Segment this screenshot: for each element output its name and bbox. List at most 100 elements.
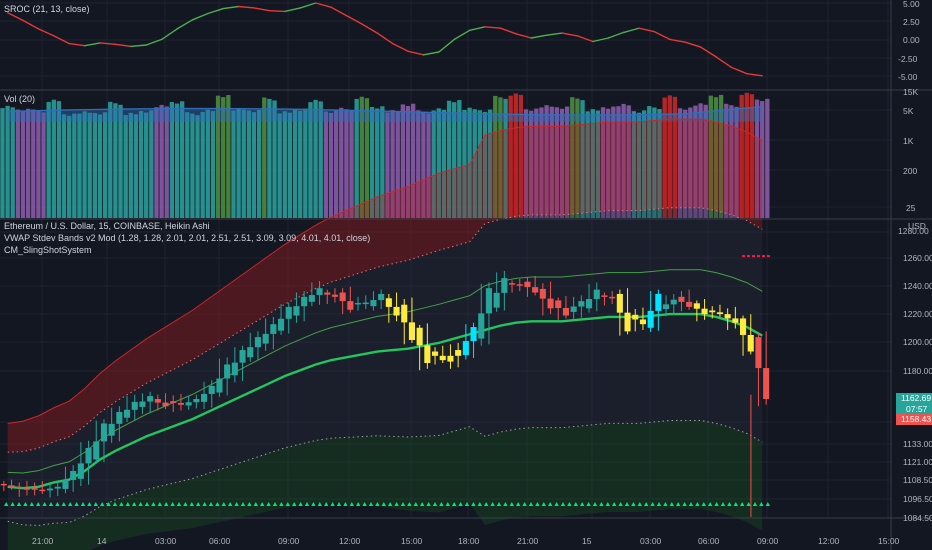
volume-bar [226,94,231,218]
sroc-pane[interactable] [6,2,763,77]
volume-bar [82,111,87,218]
sroc-line-segment [68,42,86,47]
volume-bar [477,110,483,218]
slingshot-signal [368,502,374,506]
candle-body [324,292,331,295]
slingshot-signal [624,502,630,506]
volume-bar [652,107,657,218]
volume-bar [595,110,601,218]
slingshot-signal [452,502,457,506]
volume-bar [724,103,729,218]
volume-bar [493,95,498,218]
volume-bar [185,112,190,218]
candle-body [755,337,762,369]
slingshot-signal [439,502,444,506]
volume-bar [308,102,313,218]
volume-bar [277,113,282,218]
volume-bar [431,110,436,218]
time-axis-label: 03:00 [640,536,662,546]
slingshot-signal [93,502,98,506]
candle-body [54,486,61,489]
volume-bar [97,114,103,218]
slingshot-signal [336,502,342,506]
slingshot-signal [74,502,79,506]
candle-body [301,296,308,307]
sroc-line-segment [515,33,532,39]
slingshot-signal [87,502,92,506]
slingshot-signal [324,502,329,506]
volume-bar [36,110,41,218]
slingshot-signal [164,502,169,506]
volume-bar [195,115,200,218]
sroc-axis-label: -2.50 [898,54,918,64]
time-axis-label: 21:00 [517,536,539,546]
slingshot-signal [55,502,60,506]
sroc-line-segment [130,44,148,48]
candle-body [516,284,523,286]
volume-bar [359,96,364,218]
slingshot-signal [349,502,354,506]
slingshot-signal [247,502,252,506]
candle-body [416,327,423,346]
volume-bar [102,112,108,218]
volume-bar [739,94,744,218]
volume-bar [718,94,724,218]
volume-bar [621,103,626,218]
candle-body [393,306,400,316]
price-axis-label: 1220.00 [903,309,932,319]
candle-body [162,402,169,407]
volume-bar [159,104,164,218]
slingshot-signal [138,502,143,506]
slingshot-signal [656,502,662,506]
slingshot-signal [100,502,105,506]
candle-body [524,281,531,288]
volume-bar [667,95,672,218]
volume-bar [606,108,611,218]
slingshot-signal [618,502,623,506]
time-axis-label: 09:00 [757,536,779,546]
volume-bar [544,105,549,218]
volume-bar [385,112,390,218]
slingshot-signal [317,502,322,506]
candle-body [293,306,300,316]
sroc-line-segment [592,37,609,43]
slingshot-signal [720,502,726,506]
volume-bar [215,95,221,218]
slingshot-signal [708,502,713,506]
slingshot-signal [240,502,246,506]
slingshot-signal [669,502,674,506]
candle-body [701,308,708,315]
candle-body [632,314,639,320]
volume-ma-line [7,106,763,116]
volume-bar [641,110,647,218]
slingshot-signal [541,502,546,506]
volume-axis-label: 1K [903,136,914,146]
sroc-line-segment [700,46,717,58]
candle-body [70,470,77,480]
slingshot-signal [189,502,194,506]
sroc-line-segment [576,35,594,43]
volume-bar [144,112,149,218]
candle-body [39,489,46,492]
sroc-line-segment [422,51,440,56]
volume-bar [467,107,472,218]
slingshot-signal [394,502,399,506]
volume-bar [149,110,154,218]
volume-bar [518,94,524,218]
candle-body [270,324,277,334]
slingshot-signal [176,502,182,506]
candle-body [362,302,369,305]
time-axis-label: 18:00 [458,536,480,546]
time-axis[interactable]: 21:00 14 03:00 06:00 09:00 12:00 15:00 18:00 21:… [32,536,900,546]
volume-bar [708,95,714,218]
slingshot-signal [260,502,265,506]
volume-bar [462,110,467,218]
slingshot-signal [471,502,476,506]
volume-pane[interactable] [0,92,770,218]
candle-body [100,423,107,442]
slingshot-signal [586,502,591,506]
candle-body [247,347,254,358]
volume-bar [657,109,662,218]
volume-bar [534,108,539,218]
